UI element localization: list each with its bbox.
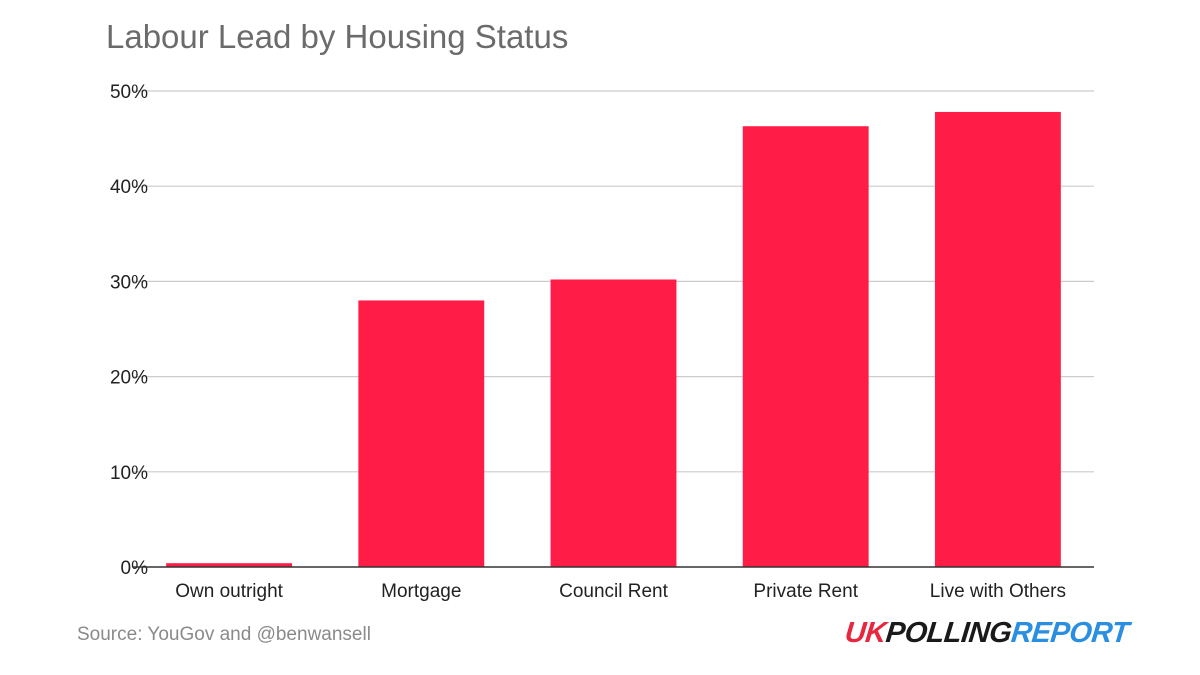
logo-polling: POLLING — [884, 617, 1014, 649]
bar-own-outright — [166, 563, 293, 567]
logo-report: REPORT — [1009, 617, 1131, 649]
chart-title: Labour Lead by Housing Status — [106, 18, 569, 55]
y-tick-label: 20% — [110, 368, 148, 389]
bar-council-rent — [550, 279, 677, 567]
y-axis-ticks: 0% 10% 20% 30% 40% 50% — [110, 82, 148, 579]
x-tick-label: Private Rent — [753, 581, 858, 602]
bar-mortgage — [358, 300, 485, 567]
bar-live-with-others — [934, 111, 1061, 567]
logo-uk: UK — [843, 617, 888, 649]
y-tick-label: 40% — [110, 177, 148, 198]
x-axis-ticks: Own outright Mortgage Council Rent Private … — [175, 581, 1066, 602]
source-note: Source: YouGov and @benwansell — [77, 624, 371, 645]
y-tick-label: 30% — [110, 272, 148, 293]
bar-private-rent — [742, 126, 869, 567]
uk-polling-report-logo: UKPOLLINGREPORT — [843, 617, 1130, 650]
x-tick-label: Live with Others — [930, 581, 1066, 602]
x-tick-label: Own outright — [175, 581, 283, 602]
y-tick-label: 10% — [110, 463, 148, 484]
y-tick-label: 0% — [121, 558, 149, 579]
x-tick-label: Mortgage — [381, 581, 461, 602]
x-tick-label: Council Rent — [559, 581, 668, 602]
y-tick-label: 50% — [110, 82, 148, 103]
bars — [166, 111, 1061, 567]
